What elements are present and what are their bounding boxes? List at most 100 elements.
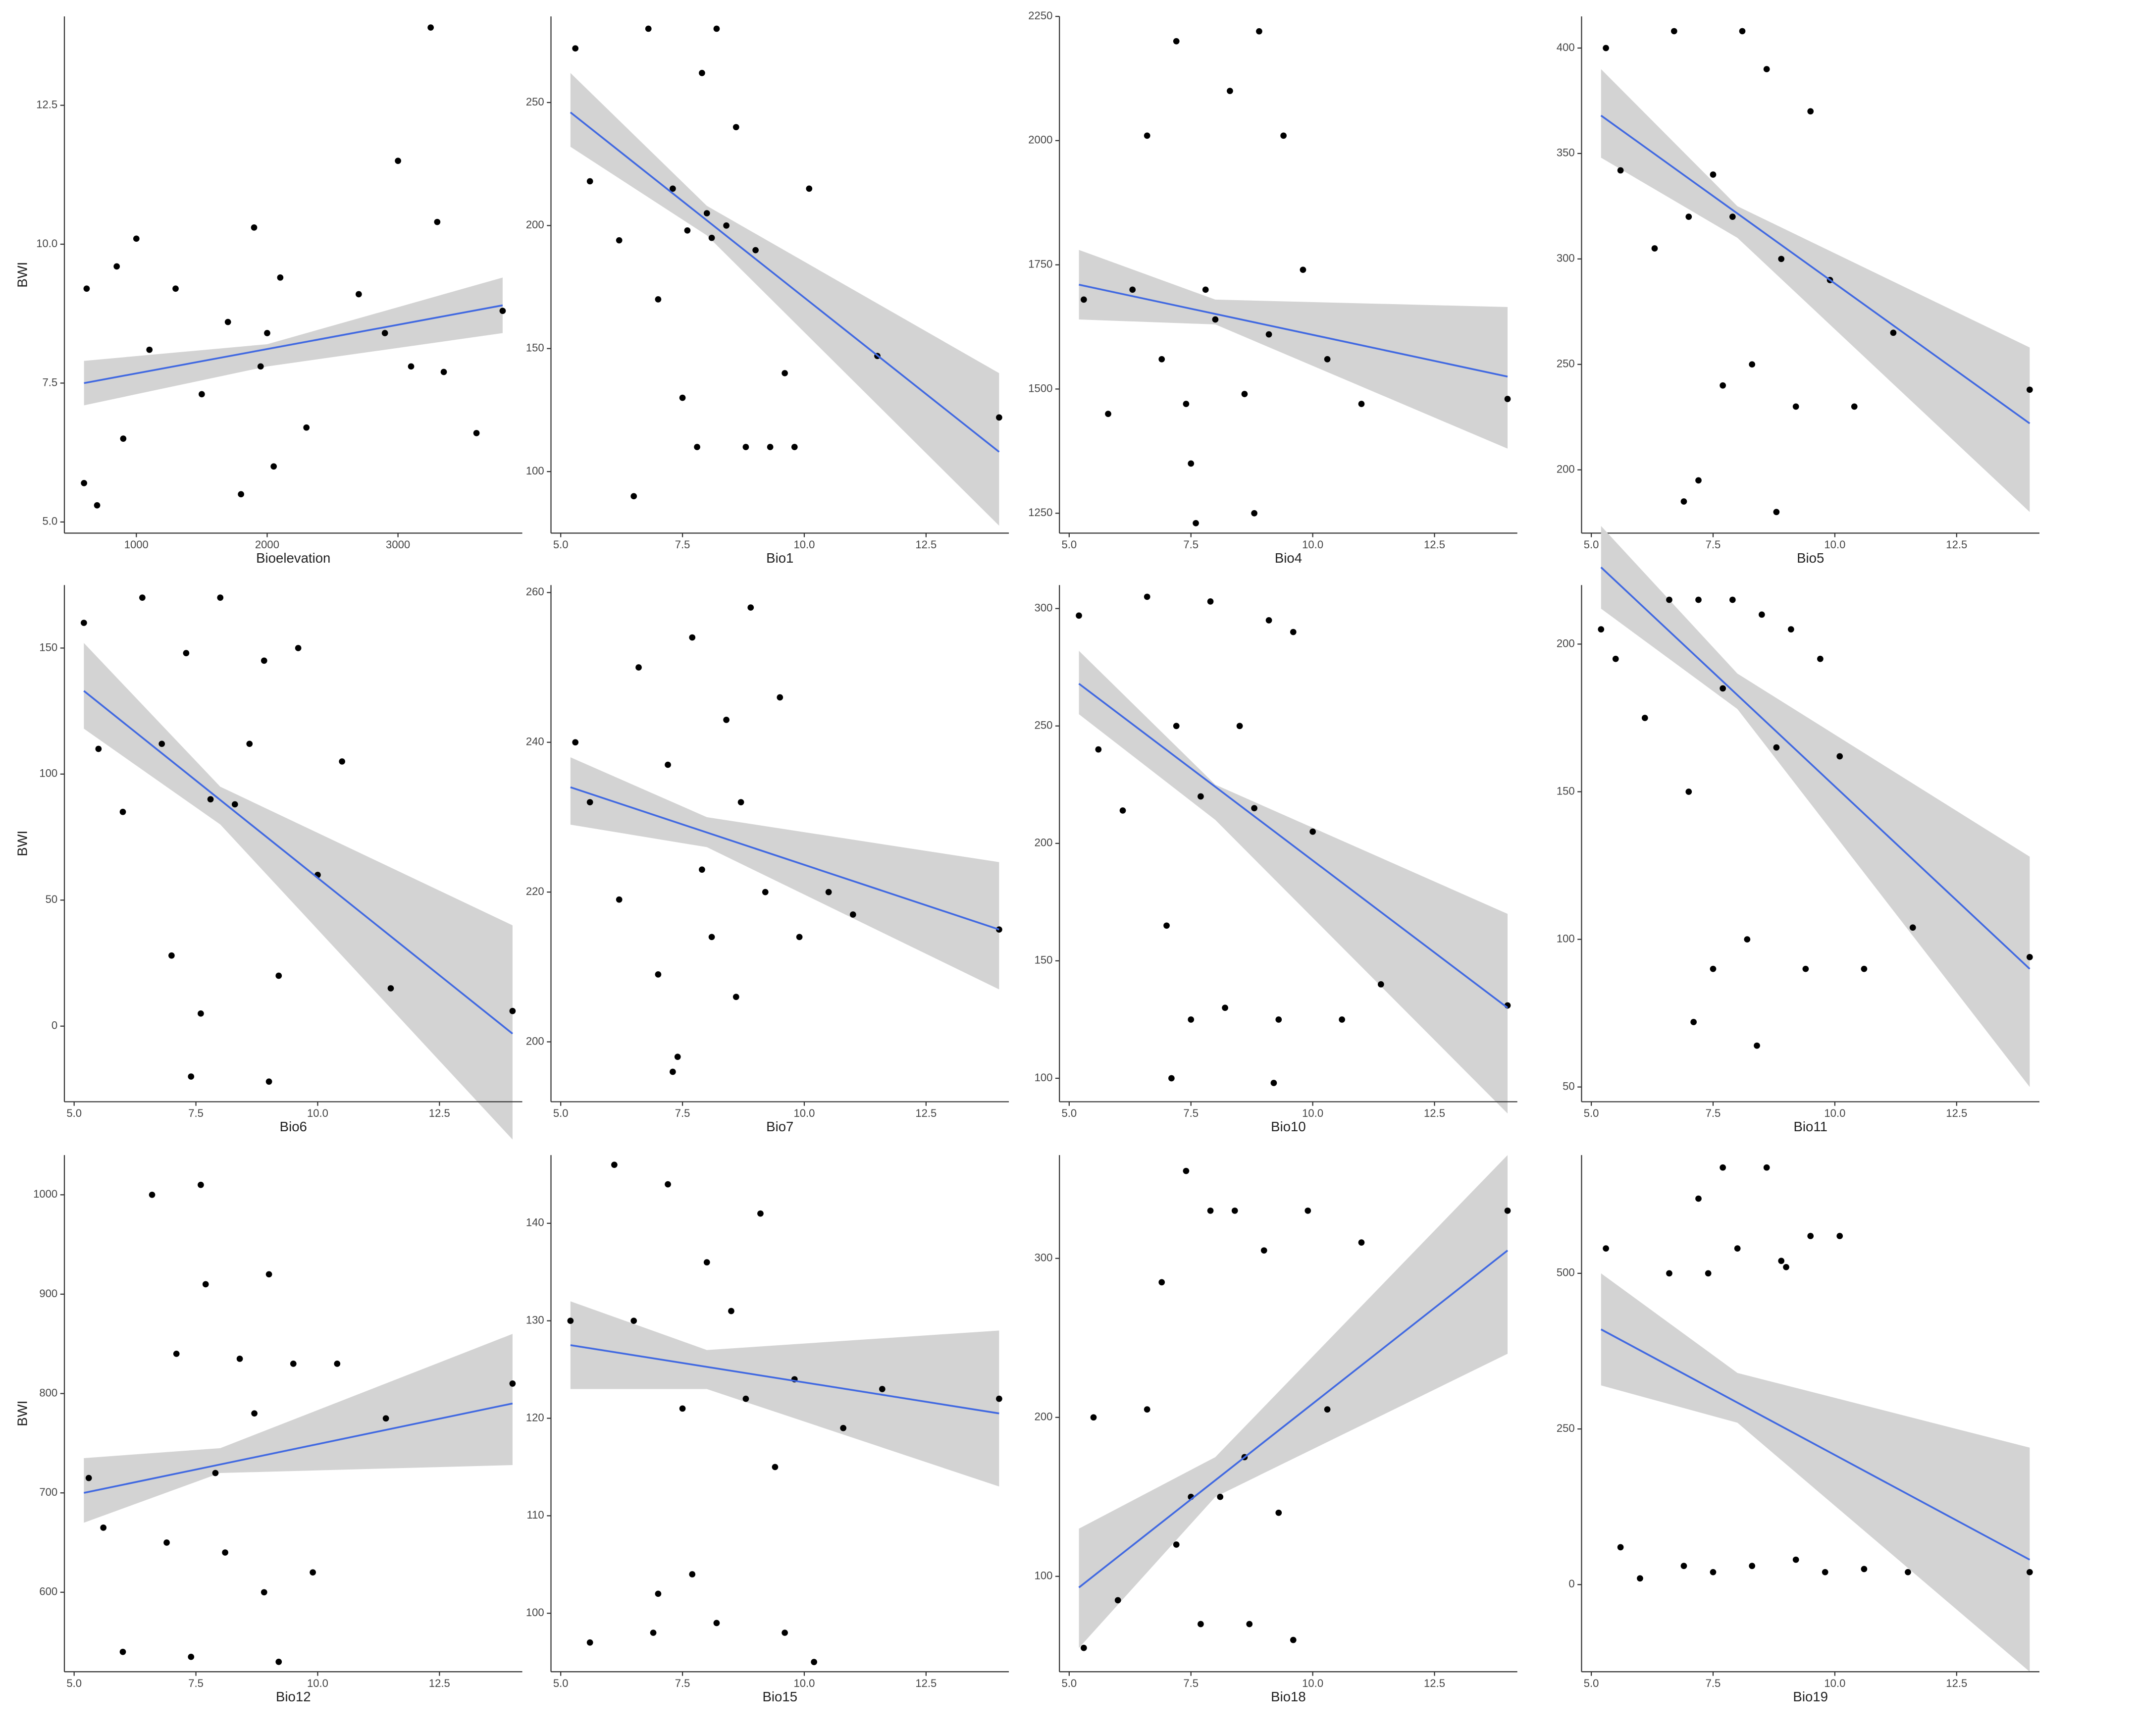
point [1270, 1080, 1277, 1086]
point [207, 796, 214, 803]
point [567, 1317, 574, 1324]
x-tick-label: 5.0 [553, 1107, 569, 1119]
point [265, 1271, 272, 1278]
point [1617, 167, 1624, 174]
point [1695, 596, 1702, 603]
point [158, 740, 165, 747]
x-tick-label: 12.5 [915, 1107, 937, 1119]
point [1710, 965, 1717, 972]
point [1763, 66, 1770, 72]
point [1309, 828, 1316, 835]
point [1802, 965, 1809, 972]
point [1251, 805, 1257, 812]
y-axis-label: BWI [15, 1401, 30, 1426]
x-tick-label: 1000 [124, 538, 149, 551]
y-tick-label: 150 [526, 342, 544, 354]
point [723, 222, 730, 229]
point [1144, 132, 1150, 139]
point [752, 247, 759, 254]
point [1720, 382, 1726, 389]
confidence-band [84, 643, 513, 1140]
y-tick-label: 140 [526, 1216, 544, 1229]
x-tick-label: 10.0 [793, 538, 815, 551]
point [840, 1424, 847, 1431]
point [996, 1395, 1002, 1402]
point [762, 889, 769, 895]
point [1265, 617, 1272, 624]
x-tick-label: 12.5 [429, 1107, 450, 1119]
y-tick-label: 0 [1568, 1578, 1574, 1590]
point [655, 296, 662, 303]
fit-line [84, 304, 503, 384]
point [119, 1648, 126, 1655]
point [1720, 685, 1726, 692]
point [996, 926, 1002, 933]
point [1778, 256, 1785, 263]
point [1168, 1075, 1175, 1082]
y-tick-label: 800 [39, 1386, 57, 1399]
confidence-band [84, 1334, 513, 1523]
x-tick-label: 5.0 [66, 1107, 82, 1119]
point [1173, 38, 1180, 45]
y-tick-label: 900 [39, 1287, 57, 1300]
point [257, 363, 264, 370]
point [1651, 245, 1658, 252]
point [81, 620, 87, 626]
point [1720, 1164, 1726, 1171]
y-tick-label: 250 [1557, 358, 1575, 370]
point [198, 1181, 204, 1188]
point [2026, 953, 2033, 960]
point [199, 391, 205, 398]
point [440, 368, 447, 375]
point [133, 235, 140, 242]
y-tick-label: 600 [39, 1585, 57, 1598]
point [1090, 1414, 1097, 1421]
point [757, 1210, 764, 1217]
point [777, 694, 783, 701]
point [1198, 1621, 1204, 1628]
point [1304, 1208, 1311, 1214]
point [1670, 28, 1677, 35]
point [1173, 1541, 1180, 1548]
point [1695, 1195, 1702, 1202]
point [168, 952, 175, 959]
point [1265, 331, 1272, 338]
y-tick-label: 250 [526, 96, 544, 108]
point [275, 972, 282, 979]
point [81, 480, 87, 486]
point [183, 650, 190, 656]
y-tick-label: 150 [39, 641, 57, 653]
x-tick-label: 5.0 [553, 1677, 569, 1689]
point [427, 24, 434, 31]
x-axis-label: Bio12 [276, 1689, 311, 1704]
point [1680, 498, 1687, 505]
point [665, 761, 671, 768]
point [742, 444, 749, 450]
point [796, 934, 803, 941]
point [172, 285, 179, 292]
y-tick-label: 10.0 [36, 237, 57, 250]
point [2026, 386, 2033, 393]
point [782, 1630, 788, 1636]
point [708, 234, 715, 241]
point [679, 1405, 686, 1412]
point [408, 363, 415, 370]
point [635, 664, 642, 671]
x-tick-label: 3000 [386, 538, 410, 551]
x-axis-label: Bio5 [1797, 550, 1824, 566]
point [261, 1589, 267, 1596]
point [694, 444, 700, 450]
x-axis-label: Bio10 [1271, 1119, 1306, 1134]
point [270, 463, 277, 470]
point [1504, 396, 1511, 402]
point [699, 866, 705, 873]
x-tick-label: 5.0 [1584, 538, 1599, 551]
point [1081, 296, 1087, 303]
y-tick-label: 12.5 [36, 98, 57, 110]
point [879, 1386, 886, 1392]
point [782, 370, 788, 376]
point [1836, 753, 1843, 760]
point [791, 444, 798, 450]
x-axis-label: Bio4 [1275, 550, 1302, 566]
point [616, 237, 623, 244]
